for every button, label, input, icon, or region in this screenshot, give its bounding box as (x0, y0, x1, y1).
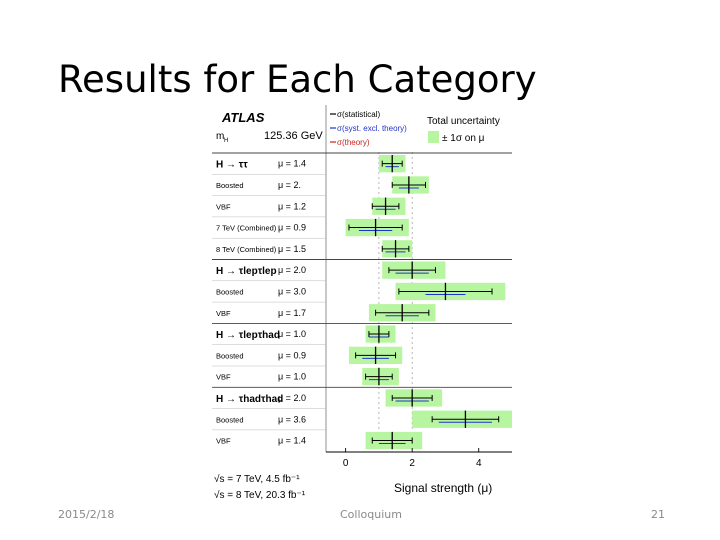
slide-title: Results for Each Category (58, 58, 537, 101)
energy-label-7tev: √s = 7 TeV, 4.5 fb⁻¹ (214, 473, 300, 485)
mass-value: 125.36 GeV (264, 130, 323, 142)
category-label: VBF (216, 373, 231, 382)
mu-value: μ = 1.7 (278, 308, 306, 318)
mu-value: μ = 0.9 (278, 350, 306, 360)
category-label: H → ττ (216, 160, 248, 171)
atlas-label: ATLAS (221, 110, 265, 125)
mu-value: μ = 1.0 (278, 329, 306, 339)
category-label: Boosted (216, 287, 244, 296)
category-label: H → τlepτlep (216, 266, 277, 277)
legend-band-swatch (428, 131, 439, 143)
mu-value: μ = 3.0 (278, 286, 306, 296)
category-label: 8 TeV (Combined) (216, 245, 277, 254)
category-label: Boosted (216, 415, 244, 424)
mu-value: μ = 1.0 (278, 372, 306, 382)
mu-value: μ = 1.5 (278, 244, 306, 254)
category-label: VBF (216, 309, 231, 318)
mu-value: μ = 1.4 (278, 159, 306, 169)
mu-value: μ = 2. (278, 180, 301, 190)
x-tick-label: 4 (476, 458, 482, 469)
category-label: Boosted (216, 181, 244, 190)
legend-total-band: ± 1σ on μ (442, 133, 485, 144)
mass-subscript: H (224, 138, 228, 144)
x-tick-label: 0 (343, 458, 349, 469)
legend-stat: σ(statistical) (337, 110, 381, 119)
legend-total-title: Total uncertainty (427, 116, 500, 127)
mu-value: μ = 1.4 (278, 436, 306, 446)
legend-syst: σ(syst. excl. theory) (337, 124, 407, 133)
atlas-signal-strength-figure: ATLAS m H 125.36 GeV σ(statistical) σ(syst. e… (212, 105, 517, 505)
category-label: Boosted (216, 351, 244, 360)
energy-label-8tev: √s = 8 TeV, 20.3 fb⁻¹ (214, 489, 306, 501)
x-tick-label: 2 (409, 458, 415, 469)
footer-center: Colloquium (340, 508, 402, 521)
mu-value: μ = 3.6 (278, 414, 306, 424)
category-label: H → τhadτhad (216, 394, 283, 405)
x-axis-label: Signal strength (μ) (394, 481, 492, 495)
signal-strength-chart: ATLAS m H 125.36 GeV σ(statistical) σ(syst. e… (212, 105, 512, 501)
mass-label: m (216, 131, 224, 142)
category-label: VBF (216, 437, 231, 446)
category-label: 7 TeV (Combined) (216, 224, 277, 233)
mu-value: μ = 0.9 (278, 223, 306, 233)
mu-value: μ = 1.2 (278, 201, 306, 211)
mu-value: μ = 2.0 (278, 393, 306, 403)
footer-date: 2015/2/18 (58, 508, 115, 521)
legend-theory: σ(theory) (337, 138, 370, 147)
category-label: H → τlepτhad (216, 330, 280, 341)
page-number: 21 (651, 508, 665, 521)
mu-value: μ = 2.0 (278, 265, 306, 275)
category-label: VBF (216, 202, 231, 211)
